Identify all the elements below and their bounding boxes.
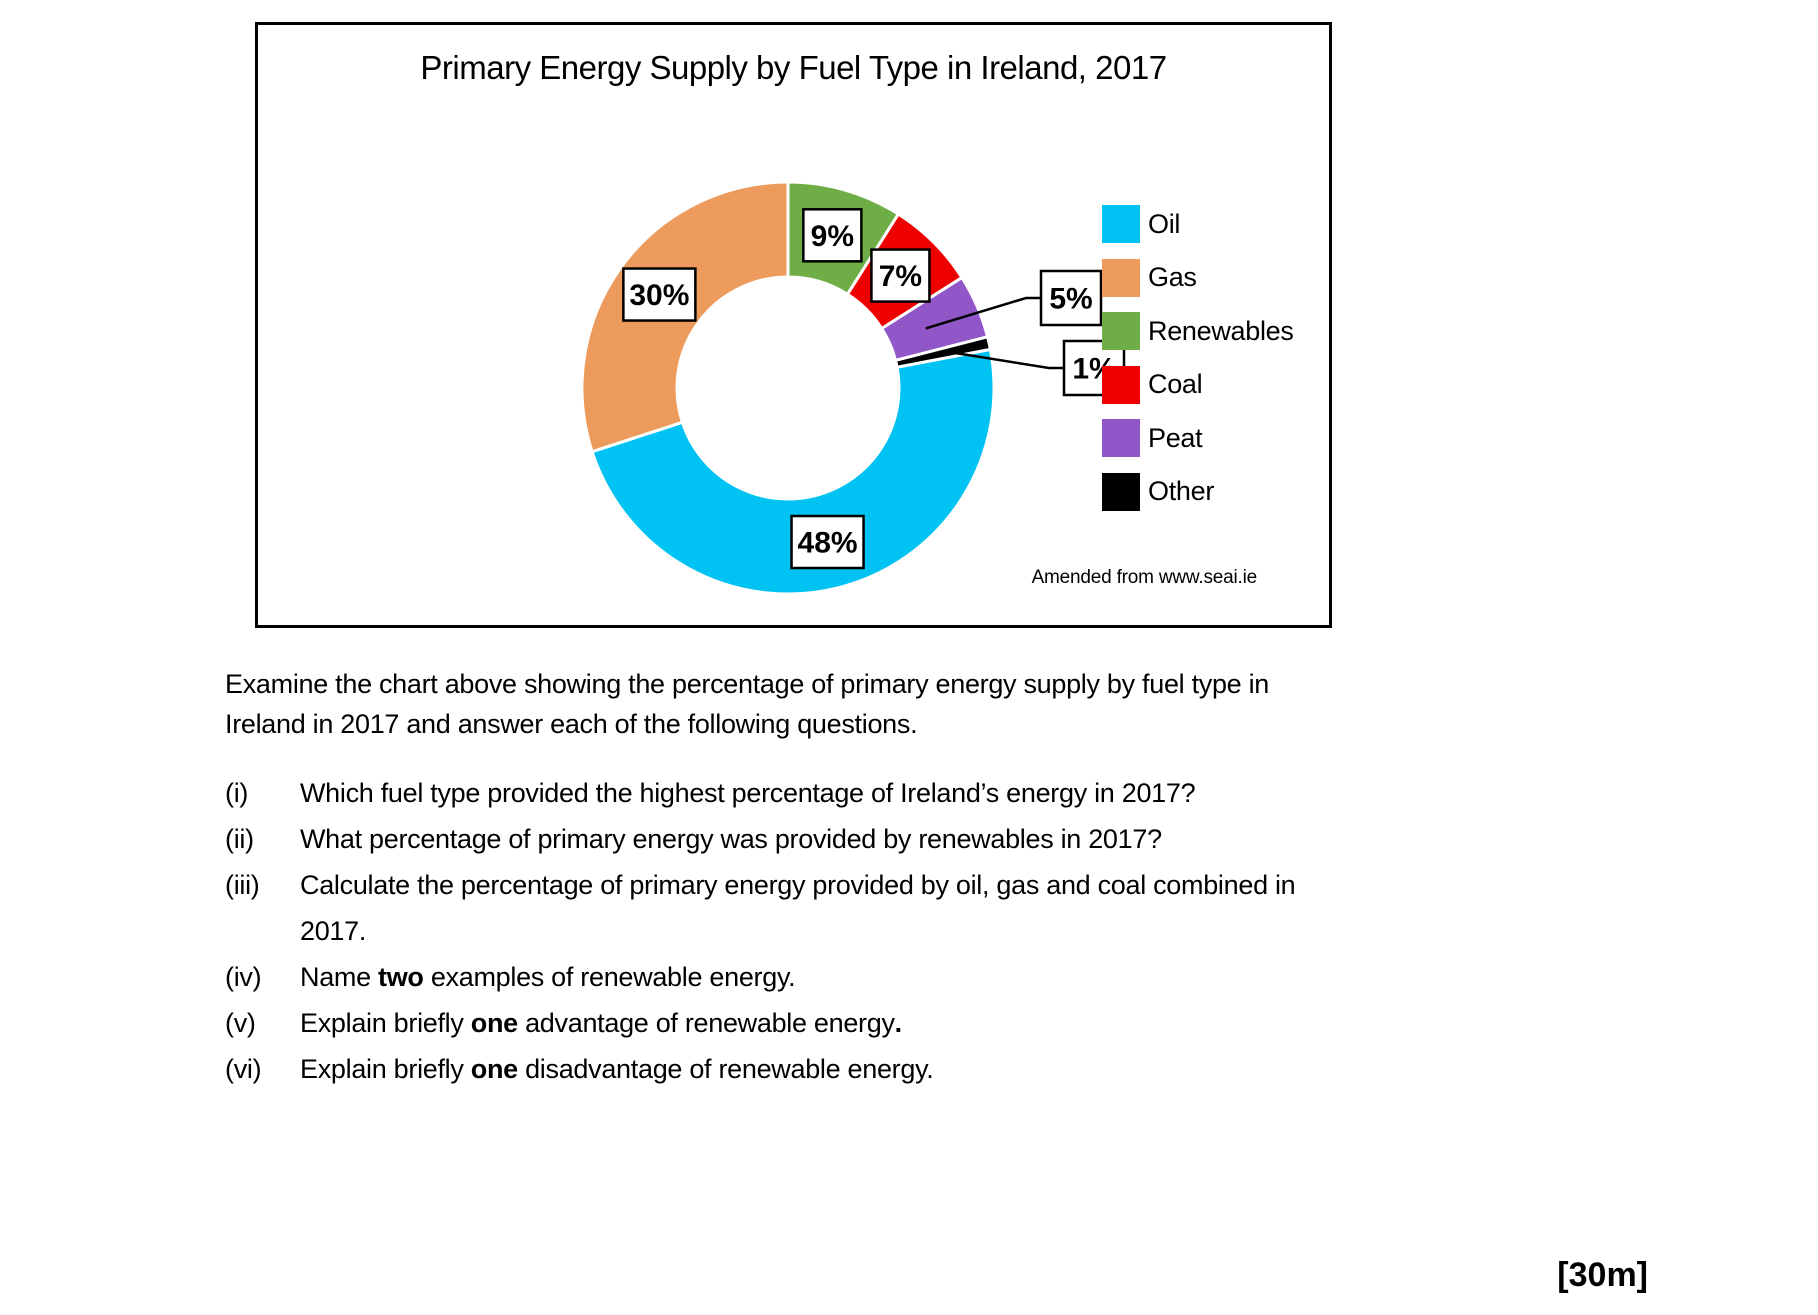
slice-label-box-peat <box>1039 269 1103 327</box>
legend-label-coal: Coal <box>1148 369 1203 399</box>
source-note: Amended from www.seai.ie <box>1031 567 1258 588</box>
slice-label-box-oil <box>790 514 865 570</box>
question-item: (ii) What percentage of primary energy wa… <box>225 816 1525 862</box>
question-text: Explain briefly one advantage of renewab… <box>300 1008 902 1038</box>
legend-swatch-gas <box>1102 258 1140 297</box>
questions-list: (i) Which fuel type provided the highest … <box>225 770 1525 1092</box>
question-text: Calculate the percentage of primary ener… <box>300 870 1296 946</box>
legend-item-renewables: Renewables <box>1102 312 1322 350</box>
question-text: Which fuel type provided the highest per… <box>300 778 1196 808</box>
question-item: (iii) Calculate the percentage of primary… <box>225 862 1525 954</box>
chart-title: Primary Energy Supply by Fuel Type in Ir… <box>420 49 1167 86</box>
chart-legend: Oil Gas Renewables Coal Peat Other <box>1102 205 1322 526</box>
callout-line-other <box>948 350 1064 370</box>
slice-label-box-renewables <box>802 208 863 263</box>
legend-swatch-coal <box>1102 365 1140 404</box>
legend-item-peat: Peat <box>1102 419 1322 457</box>
question-number: (iv) <box>225 962 262 992</box>
legend-swatch-renewables <box>1102 312 1140 350</box>
legend-label-other: Other <box>1148 476 1215 506</box>
intro-line-1: Examine the chart above showing the perc… <box>225 669 1270 699</box>
question-item: (i) Which fuel type provided the highest … <box>225 770 1525 816</box>
question-number: (ii) <box>225 824 254 854</box>
slice-label-renewables: 9% <box>811 220 854 253</box>
slice-label-peat: 5% <box>1049 283 1092 316</box>
question-number: (vi) <box>225 1054 262 1084</box>
chart-figure: Primary Energy Supply by Fuel Type in Ir… <box>255 22 1332 628</box>
legend-item-other: Other <box>1102 472 1322 511</box>
marks-badge: [30m] <box>1557 1256 1648 1294</box>
legend-swatch-other <box>1102 472 1140 511</box>
question-text: What percentage of primary energy was pr… <box>300 824 1162 854</box>
slice-label-box-coal <box>870 248 931 303</box>
legend-label-gas: Gas <box>1148 262 1197 292</box>
legend-item-coal: Coal <box>1102 365 1322 404</box>
legend-item-oil: Oil <box>1102 205 1322 243</box>
question-number: (iii) <box>225 870 260 900</box>
question-item: (iv) Name two examples of renewable energ… <box>225 954 1525 1000</box>
legend-label-renewables: Renewables <box>1148 315 1294 346</box>
question-item: (v) Explain briefly one advantage of rene… <box>225 1000 1525 1046</box>
slice-label-gas: 30% <box>629 279 689 312</box>
question-number: (v) <box>225 1008 256 1038</box>
callout-line-peat <box>925 296 1041 330</box>
legend-swatch-peat <box>1102 419 1140 457</box>
legend-swatch-oil <box>1102 205 1140 243</box>
intro-line-2: Ireland in 2017 and answer each of the f… <box>225 709 918 739</box>
question-item: (vi) Explain briefly one disadvantage of … <box>225 1046 1525 1092</box>
intro-paragraph: Examine the chart above showing the perc… <box>225 664 1505 744</box>
slice-label-box-gas <box>622 267 697 322</box>
donut-slice-other <box>893 334 993 369</box>
slice-label-oil: 48% <box>798 527 858 560</box>
legend-item-gas: Gas <box>1102 258 1322 297</box>
donut-chart: 48%30%9%7%5%1% <box>580 180 1126 596</box>
question-number: (i) <box>225 778 249 808</box>
question-text: Explain briefly one disadvantage of rene… <box>300 1054 934 1084</box>
legend-label-peat: Peat <box>1148 422 1203 453</box>
legend-label-oil: Oil <box>1148 208 1181 239</box>
donut-slice-oil <box>590 347 996 596</box>
question-text: Name two examples of renewable energy. <box>300 962 796 992</box>
slice-label-coal: 7% <box>879 260 922 293</box>
